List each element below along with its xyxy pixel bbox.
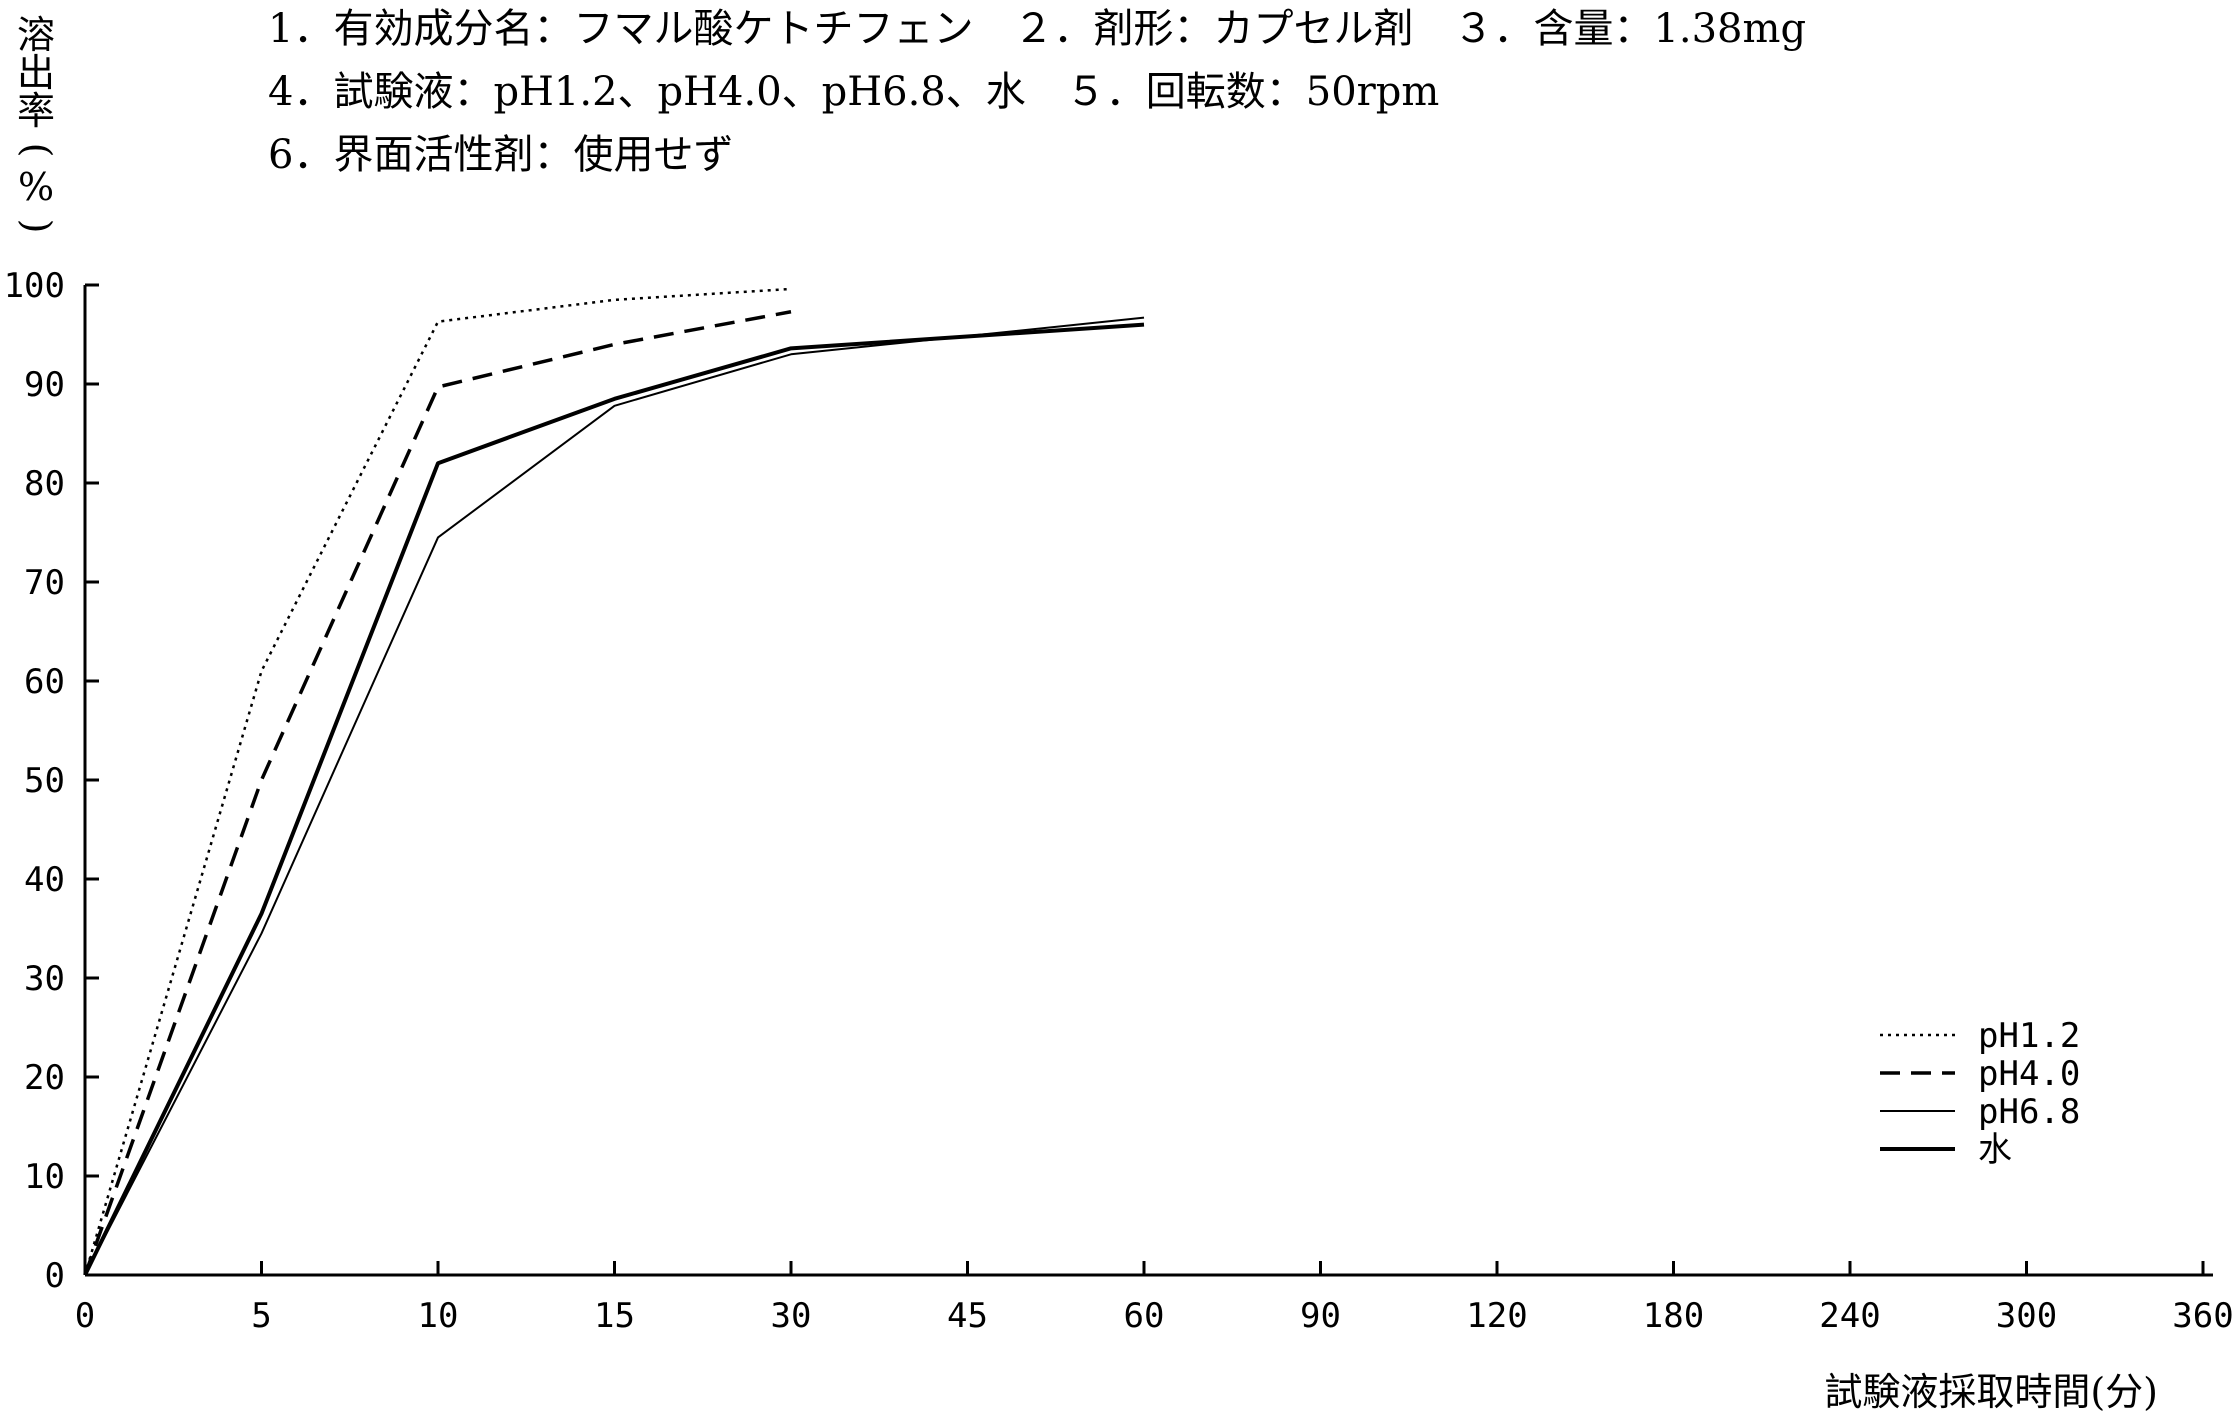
series-line-2 <box>83 310 792 1276</box>
y-axis-label-char: ) <box>15 219 59 234</box>
x-tick-label: 300 <box>1996 1296 2057 1336</box>
y-axis-label-char: 率 <box>17 89 55 133</box>
y-axis-label-char: % <box>18 165 54 209</box>
x-tick-label: 0 <box>75 1296 95 1336</box>
y-axis-label-char: 溶 <box>17 13 55 57</box>
x-tick-label: 10 <box>418 1296 459 1336</box>
x-tick-label: 120 <box>1466 1296 1527 1336</box>
x-tick-label: 360 <box>2172 1296 2233 1336</box>
y-tick-label: 20 <box>24 1058 65 1098</box>
x-tick-label: 90 <box>1300 1296 1341 1336</box>
legend-label: pH6.8 <box>1978 1092 2080 1132</box>
series-lines <box>83 287 1145 1276</box>
x-axis-label: 試験液採取時間(分) <box>1824 1370 2158 1414</box>
series-line-4 <box>83 322 1145 1276</box>
series-line-3 <box>84 316 1145 1276</box>
legend-label: pH1.2 <box>1978 1016 2080 1056</box>
chart-header: 1．有効成分名：フマル酸ケトチフェン ２．剤形：カプセル剤 ３．含量：1.38m… <box>268 6 1806 178</box>
x-tick-label: 180 <box>1643 1296 1704 1336</box>
y-axis-ticks: 0 10 20 30 40 50 60 70 80 90 100 <box>4 266 99 1296</box>
header-line-2: 4．試験液：pH1.2、pH4.0、pH6.8、水 ５．回転数：50rpm <box>268 69 1439 115</box>
x-tick-label: 45 <box>947 1296 988 1336</box>
x-axis-ticks: 0 5 10 15 30 45 60 90 120 180 240 300 360 <box>75 1261 2234 1336</box>
y-tick-label: 70 <box>24 563 65 603</box>
y-tick-label: 60 <box>24 662 65 702</box>
y-axis-label-char: 出 <box>17 51 55 95</box>
y-tick-label: 100 <box>4 266 65 306</box>
y-tick-label: 50 <box>24 761 65 801</box>
legend-label: pH4.0 <box>1978 1054 2080 1094</box>
x-tick-label: 5 <box>251 1296 271 1336</box>
header-line-1: 1．有効成分名：フマル酸ケトチフェン ２．剤形：カプセル剤 ３．含量：1.38m… <box>268 6 1806 52</box>
series-line-1 <box>83 287 792 1276</box>
x-tick-label: 60 <box>1124 1296 1165 1336</box>
axes <box>83 285 2213 1277</box>
y-tick-label: 40 <box>24 860 65 900</box>
y-tick-label: 10 <box>24 1157 65 1197</box>
x-tick-label: 240 <box>1819 1296 1880 1336</box>
header-line-3: 6．界面活性剤：使用せず <box>268 132 733 178</box>
legend-label: 水 <box>1978 1130 2012 1170</box>
y-axis-label-char: ( <box>15 143 59 158</box>
y-axis-label: 溶出率 (%) <box>15 13 59 233</box>
y-tick-label: 80 <box>24 464 65 504</box>
x-tick-label: 30 <box>771 1296 812 1336</box>
y-tick-label: 90 <box>24 365 65 405</box>
y-tick-label: 30 <box>24 959 65 999</box>
y-tick-label: 0 <box>45 1256 65 1296</box>
x-tick-label: 15 <box>594 1296 635 1336</box>
